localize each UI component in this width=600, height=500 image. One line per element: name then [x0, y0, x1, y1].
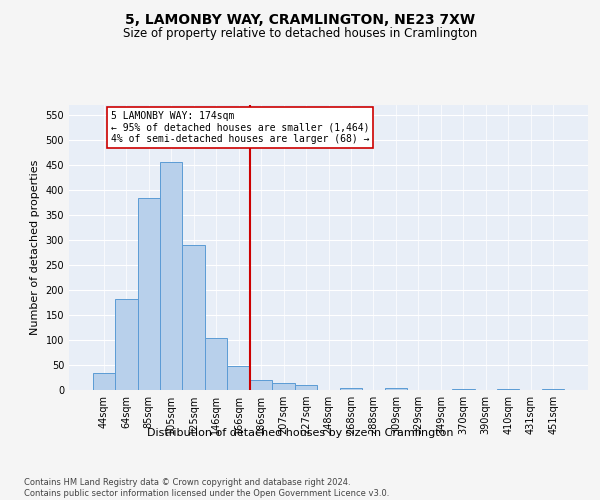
Bar — [227, 366, 250, 390]
Bar — [542, 388, 565, 390]
Y-axis label: Number of detached properties: Number of detached properties — [30, 160, 40, 335]
Bar — [182, 245, 205, 390]
Bar — [295, 385, 317, 390]
Text: Distribution of detached houses by size in Cramlington: Distribution of detached houses by size … — [147, 428, 453, 438]
Text: Contains HM Land Registry data © Crown copyright and database right 2024.
Contai: Contains HM Land Registry data © Crown c… — [24, 478, 389, 498]
Bar — [340, 388, 362, 390]
Text: 5, LAMONBY WAY, CRAMLINGTON, NE23 7XW: 5, LAMONBY WAY, CRAMLINGTON, NE23 7XW — [125, 12, 475, 26]
Bar — [452, 388, 475, 390]
Bar — [92, 372, 115, 390]
Text: 5 LAMONBY WAY: 174sqm
← 95% of detached houses are smaller (1,464)
4% of semi-de: 5 LAMONBY WAY: 174sqm ← 95% of detached … — [110, 111, 369, 144]
Bar — [137, 198, 160, 390]
Bar — [497, 388, 520, 390]
Bar — [205, 338, 227, 390]
Bar — [272, 382, 295, 390]
Text: Size of property relative to detached houses in Cramlington: Size of property relative to detached ho… — [123, 28, 477, 40]
Bar — [115, 298, 137, 390]
Bar — [385, 388, 407, 390]
Bar — [160, 162, 182, 390]
Bar — [250, 380, 272, 390]
